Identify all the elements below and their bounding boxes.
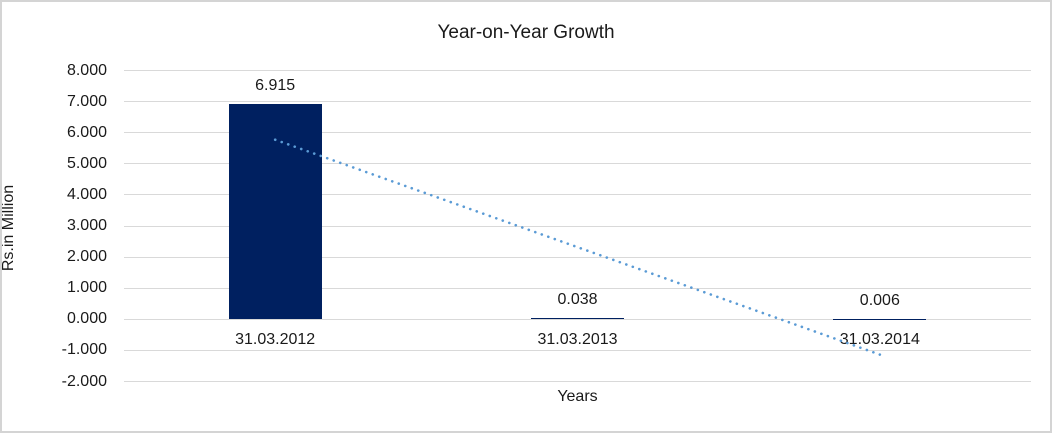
x-tick-label: 31.03.2012: [235, 331, 316, 349]
bar-31.03.2012: [228, 104, 322, 320]
bar-31.03.2013: [531, 318, 624, 320]
x-tick-label: 31.03.2014: [839, 331, 920, 349]
y-tick-label: 5.000: [66, 154, 107, 172]
y-axis-title: Rs.in Million: [0, 184, 17, 272]
y-tick-label: -2.000: [61, 372, 107, 390]
y-tick-label: 3.000: [66, 217, 107, 234]
y-tick-label: 8.000: [66, 61, 107, 79]
gridline: [124, 349, 1031, 351]
gridline: [124, 132, 1031, 134]
chart-title: Year-on-Year Growth: [437, 22, 615, 43]
x-axis-title: Years: [557, 388, 598, 405]
y-tick-label: 6.000: [66, 123, 107, 141]
gridline: [124, 70, 1031, 71]
x-tick-label: 31.03.2013: [537, 331, 618, 349]
y-tick-label: -1.000: [61, 341, 107, 359]
bar-31.03.2014: [833, 319, 927, 320]
y-tick-label: 2.000: [66, 248, 107, 266]
gridline: [124, 381, 1031, 382]
y-tick-label: 4.000: [66, 185, 107, 203]
gridline: [124, 101, 1031, 103]
y-tick-label: 7.000: [66, 92, 107, 110]
y-tick-label: 1.000: [66, 279, 107, 297]
data-label: 0.038: [557, 291, 598, 309]
data-label: 0.006: [859, 292, 900, 310]
y-tick-label: 0.000: [66, 310, 107, 328]
data-label: 6.915: [255, 77, 296, 95]
